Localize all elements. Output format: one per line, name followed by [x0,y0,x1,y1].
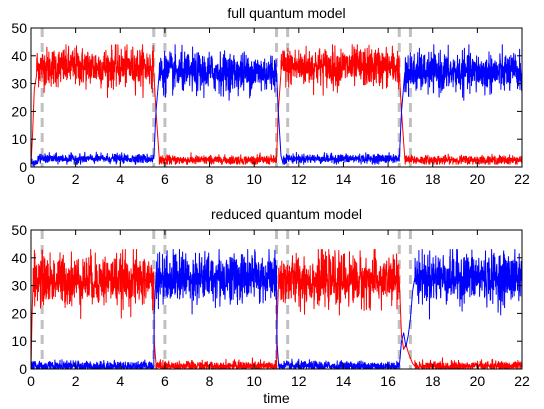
series-line-red [31,44,522,165]
x-tick-label: 20 [470,373,486,389]
x-tick-label: 16 [380,373,396,389]
series-line-red [31,249,522,369]
y-tick-label: 20 [11,103,27,119]
x-tick-label: 12 [291,171,307,187]
x-tick-label: 2 [72,171,80,187]
axes-box [30,229,523,370]
x-tick-label: 18 [425,171,441,187]
x-tick-label: 12 [291,373,307,389]
x-tick-label: 10 [246,171,262,187]
x-tick-label: 10 [246,373,262,389]
x-tick-label: 6 [161,171,169,187]
y-tick-label: 40 [11,48,27,64]
x-tick-label: 20 [470,171,486,187]
x-tick-label: 4 [116,373,124,389]
y-tick-label: 0 [19,361,27,377]
y-tick-label: 10 [11,333,27,349]
chart-panel-reduced-quantum-model: reduced quantum model time 0 2 4 6 8 10 12 14 16… [11,206,530,406]
y-tick-label: 10 [11,131,27,147]
axes-box [30,27,523,168]
y-tick-label: 40 [11,250,27,266]
chart-title: full quantum model [227,5,345,21]
chart-title: reduced quantum model [211,206,362,222]
x-tick-label: 8 [206,373,214,389]
series-line-blue [31,44,522,167]
x-tick-label: 0 [27,373,35,389]
x-tick-label: 0 [27,171,35,187]
y-tick-label: 30 [11,278,27,294]
y-tick-label: 50 [11,20,27,36]
x-tick-label: 14 [336,171,352,187]
x-tick-label: 18 [425,373,441,389]
series-line-blue [31,249,522,369]
x-tick-label: 4 [116,171,124,187]
y-tick-label: 0 [19,159,27,175]
plot-area [31,249,522,369]
x-tick-label: 14 [336,373,352,389]
x-tick-label: 22 [514,373,530,389]
y-tick-label: 20 [11,305,27,321]
y-tick-label: 50 [11,222,27,238]
y-tick-label: 30 [11,76,27,92]
x-tick-label: 16 [380,171,396,187]
x-tick-label: 22 [514,171,530,187]
plot-area [31,44,522,167]
x-tick-label: 8 [206,171,214,187]
x-tick-label: 6 [161,373,169,389]
x-axis-label: time [263,390,290,406]
x-tick-label: 2 [72,373,80,389]
chart-panel-full-quantum-model: full quantum model 0 2 4 6 8 10 12 14 16 18 20 22 0 1… [11,5,530,187]
